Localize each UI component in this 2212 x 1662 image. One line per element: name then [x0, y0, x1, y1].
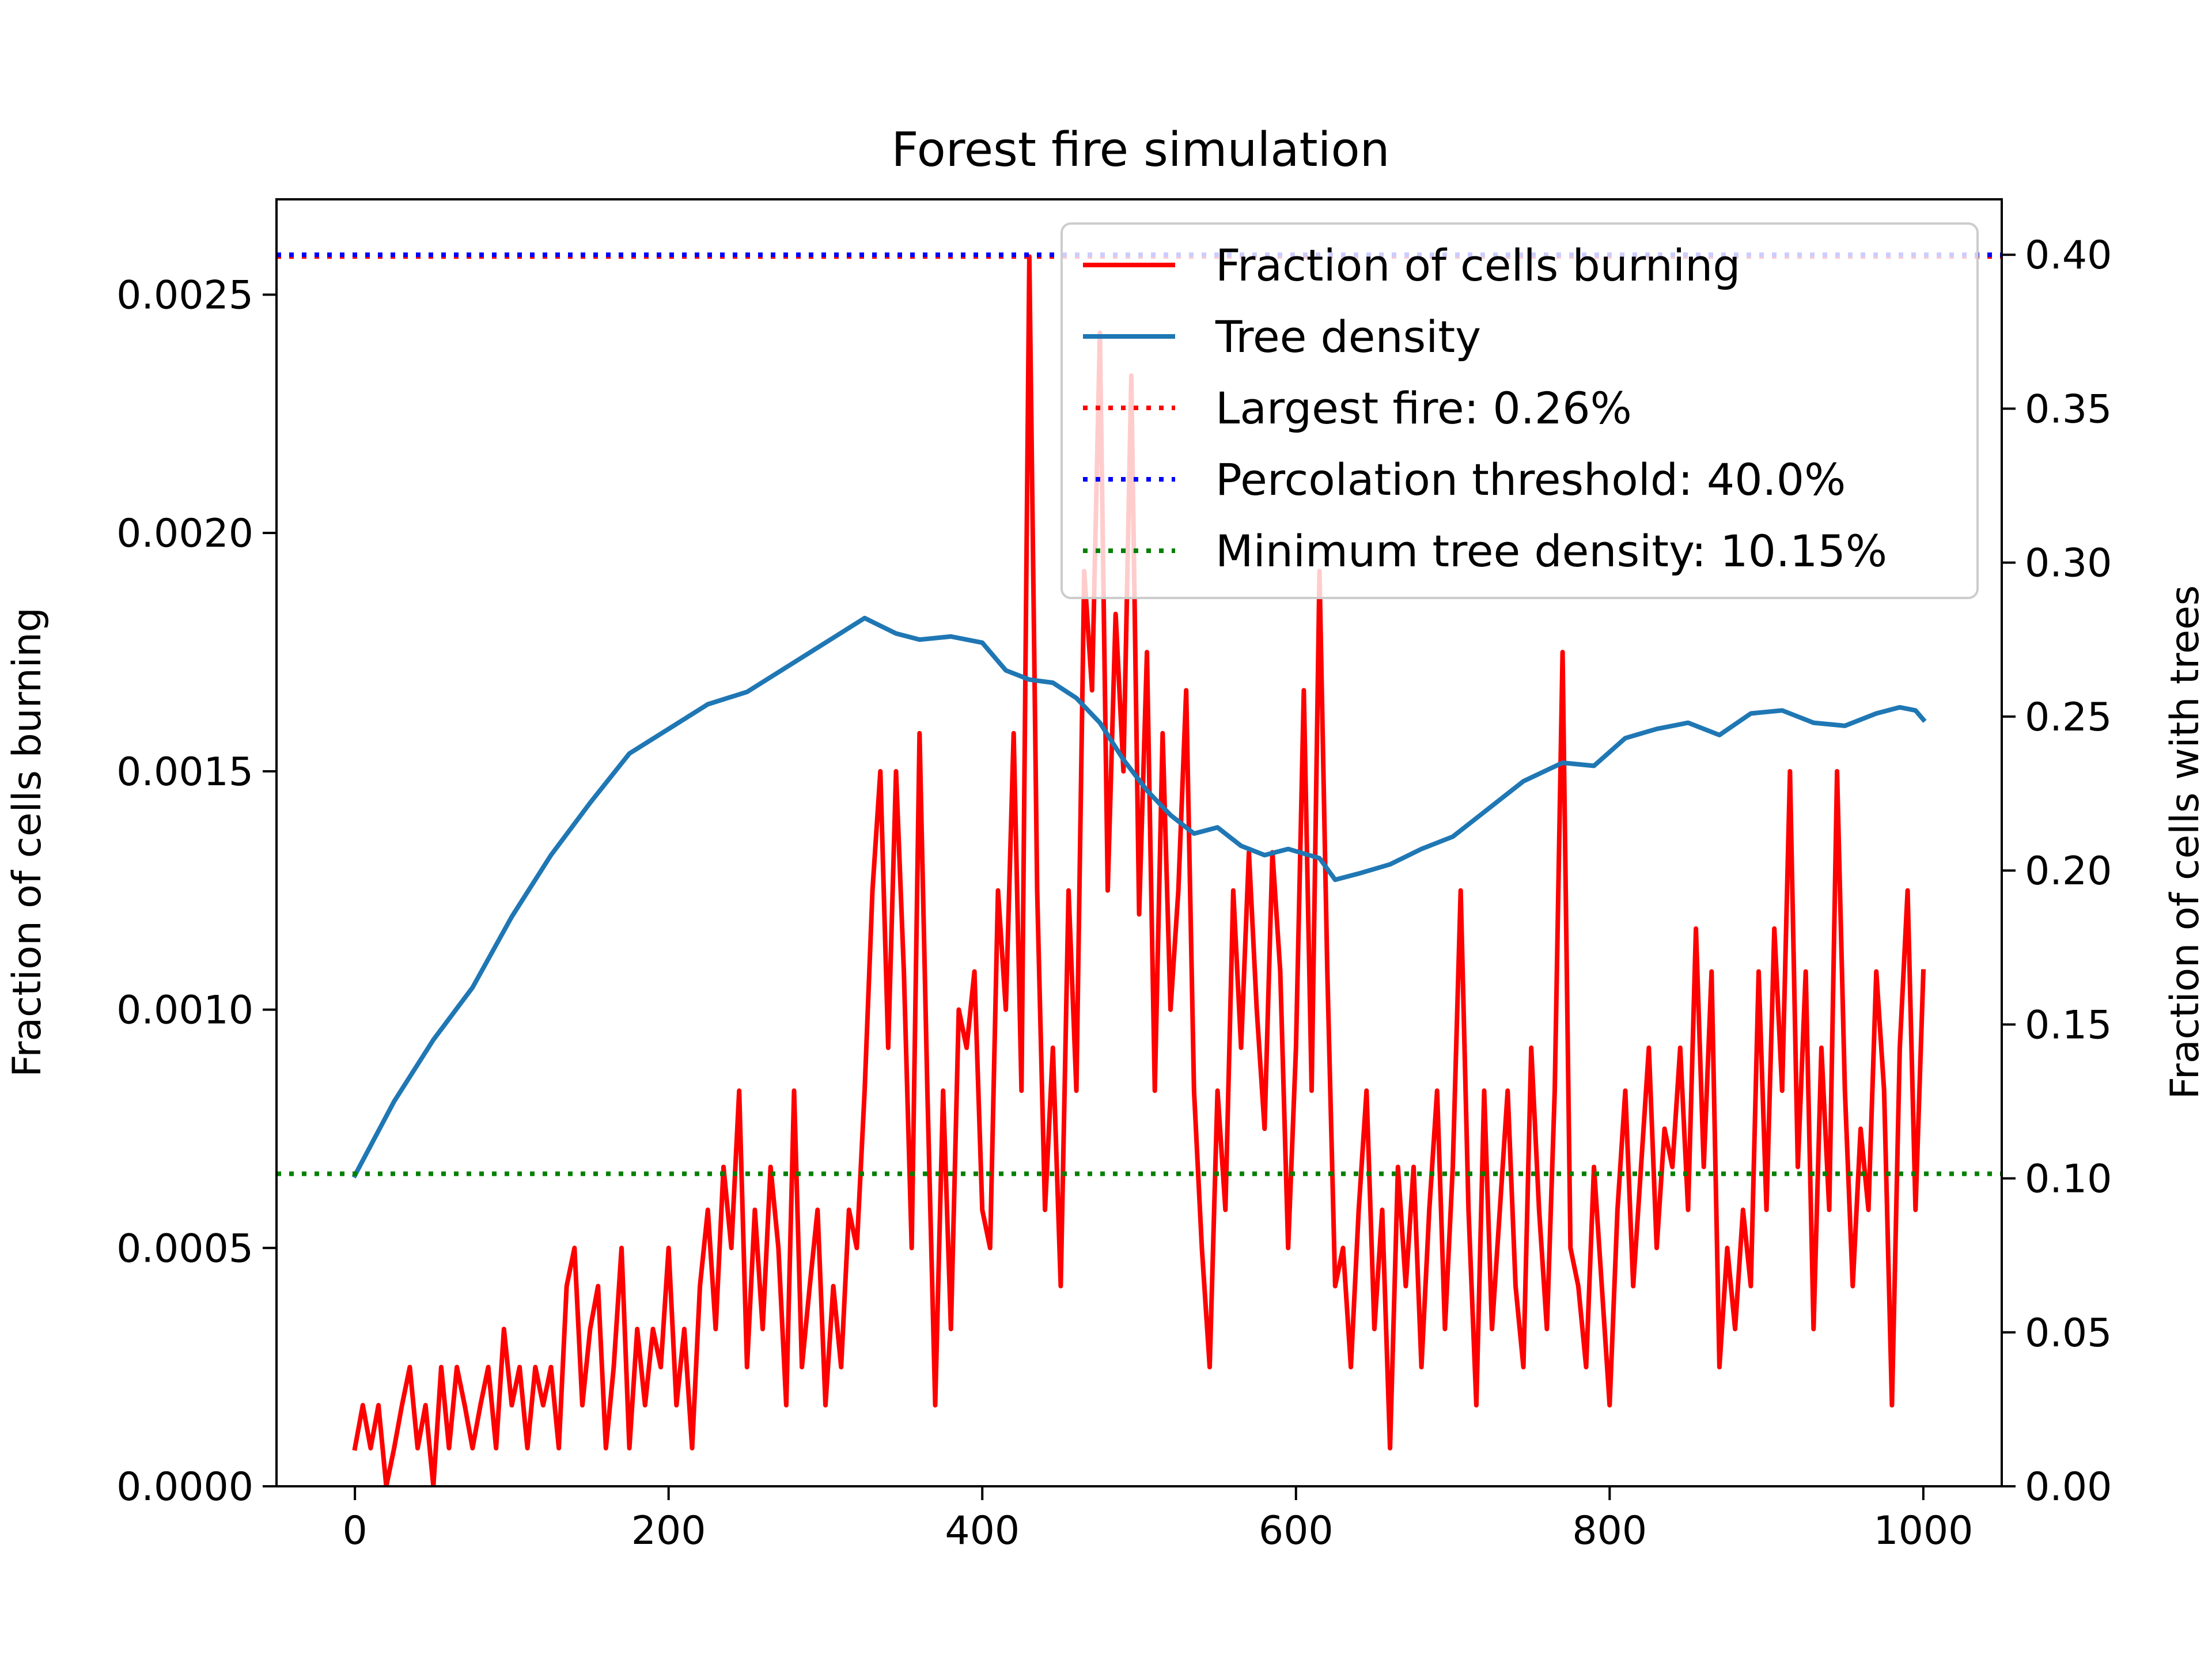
left-y-axis: 0.0000 0.0005 0.0010 0.0015 0.0020 0.0025	[116, 272, 276, 1510]
right-y-axis-label: Fraction of cells with trees	[2162, 585, 2208, 1099]
axes-frame	[275, 198, 2003, 1487]
left-y-tick-label: 0.0025	[116, 272, 253, 318]
x-tick-label: 600	[1259, 1508, 1334, 1554]
legend-box	[1060, 222, 1979, 599]
legend-label-4: Minimum tree density: 10.15%	[1215, 525, 1887, 577]
x-tick-label: 0	[343, 1508, 368, 1554]
legend-label-2: Largest fire: 0.26%	[1215, 383, 1632, 434]
legend-label-0: Fraction of cells burning	[1215, 240, 1740, 291]
right-y-tick-label: 0.30	[2025, 541, 2112, 586]
left-y-tick-label: 0.0010	[116, 988, 253, 1033]
right-y-tick-label: 0.15	[2025, 1002, 2112, 1048]
left-y-axis-label: Fraction of cells burning	[5, 607, 50, 1077]
right-y-tick-label: 0.20	[2025, 849, 2112, 894]
right-y-tick-label: 0.40	[2025, 233, 2112, 278]
x-tick-label: 200	[631, 1508, 706, 1554]
chart-title: Forest fire simulation	[891, 123, 1389, 177]
right-y-tick-label: 0.00	[2025, 1464, 2112, 1510]
right-y-tick-label: 0.05	[2025, 1311, 2112, 1356]
left-y-tick-label: 0.0020	[116, 511, 253, 556]
legend: Fraction of cells burning Tree density Lar…	[1060, 222, 1979, 599]
series-line-1	[351, 615, 1927, 1179]
left-y-tick-label: 0.0000	[116, 1464, 253, 1510]
legend-label-1: Tree density	[1215, 311, 1481, 362]
left-y-tick-label: 0.0005	[116, 1226, 253, 1271]
left-y-tick-label: 0.0015	[116, 749, 253, 795]
right-y-tick-label: 0.35	[2025, 387, 2112, 432]
legend-label-3: Percolation threshold: 40.0%	[1215, 454, 1846, 505]
right-y-axis: 0.00 0.05 0.10 0.15 0.20 0.25 0.30 0.35 0.40	[2002, 233, 2112, 1510]
x-tick-label: 1000	[1873, 1508, 1973, 1554]
right-y-tick-label: 0.10	[2025, 1157, 2112, 1202]
x-tick-label: 400	[945, 1508, 1020, 1554]
x-tick-label: 800	[1572, 1508, 1647, 1554]
series-line-0	[352, 254, 1926, 1486]
right-y-tick-label: 0.25	[2025, 695, 2112, 740]
x-axis: 0 200 400 600 800 1000	[343, 1486, 1973, 1554]
